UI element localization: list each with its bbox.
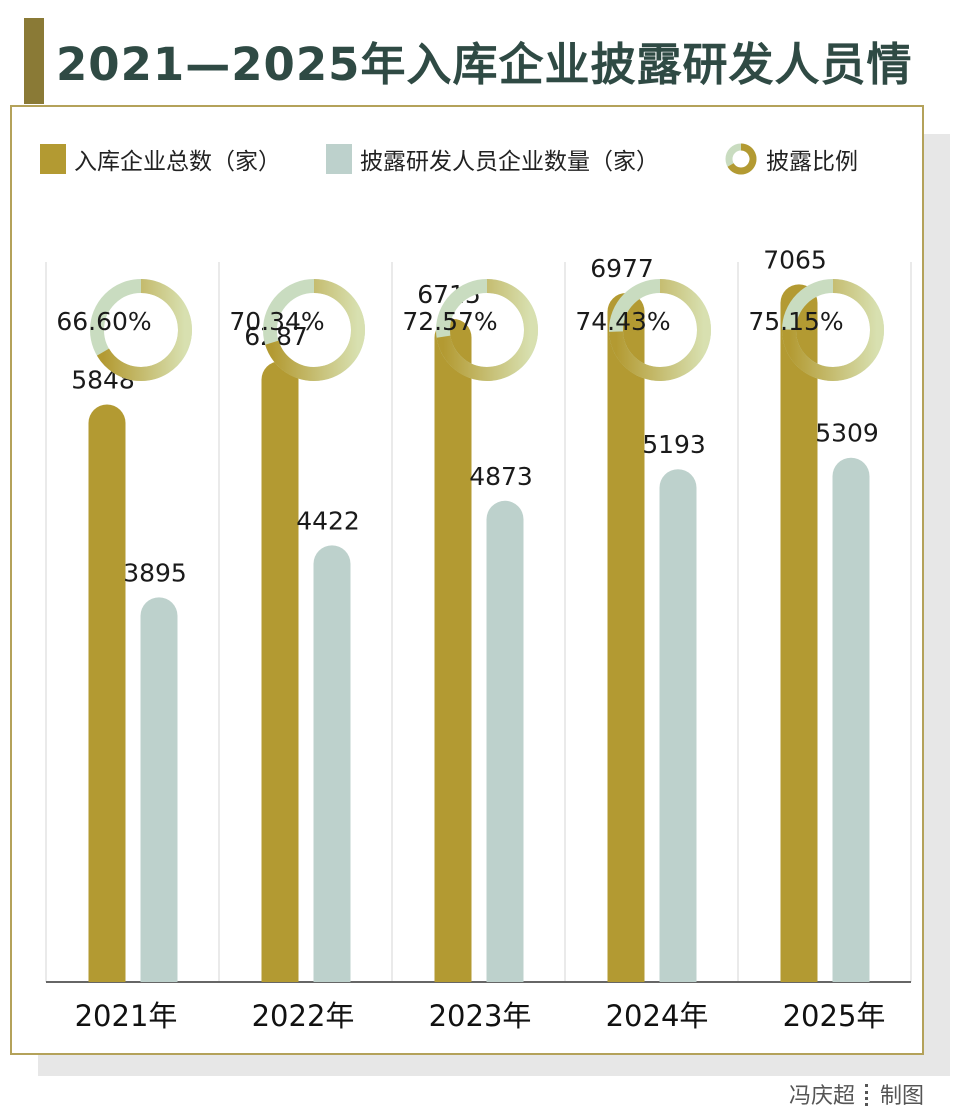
legend: 入库企业总数（家） 披露研发人员企业数量（家） 披露比例 <box>40 142 920 186</box>
ratio-label: 70.34% <box>229 307 324 336</box>
legend-swatch-total <box>40 144 66 174</box>
bar-disclosed <box>486 500 524 982</box>
credit-separator <box>864 1084 870 1106</box>
ratio-label: 74.43% <box>575 307 670 336</box>
x-tick-label: 2021年 <box>75 999 178 1033</box>
x-tick-label: 2022年 <box>252 999 355 1033</box>
bar-total <box>88 404 126 982</box>
ring-arc <box>782 279 884 381</box>
data-label-total: 6977 <box>590 254 654 283</box>
data-label-disclosed: 3895 <box>123 558 187 587</box>
bar-disclosed <box>140 597 178 982</box>
bar-disclosed <box>313 545 351 982</box>
x-tick-label: 2023年 <box>429 999 532 1033</box>
ring-arc <box>265 279 365 381</box>
title-accent-bar <box>24 18 44 104</box>
legend-item-disclosed: 披露研发人员企业数量（家） <box>326 142 659 176</box>
ratio-label: 72.57% <box>402 307 497 336</box>
ring-arc <box>609 279 711 381</box>
data-label-total: 7065 <box>763 245 827 274</box>
legend-item-total: 入库企业总数（家） <box>40 142 281 176</box>
legend-swatch-disclosed <box>326 144 352 174</box>
legend-label-disclosed: 披露研发人员企业数量（家） <box>360 149 659 175</box>
bar-total <box>261 361 299 982</box>
x-tick-label: 2025年 <box>783 999 886 1033</box>
ratio-label: 75.15% <box>748 307 843 336</box>
credit-author: 冯庆超 <box>788 1084 855 1109</box>
x-tick-label: 2024年 <box>606 999 709 1033</box>
data-label-disclosed: 5309 <box>815 419 879 448</box>
legend-item-ratio: 披露比例 <box>724 142 858 176</box>
data-label-disclosed: 5193 <box>642 430 706 459</box>
bar-total <box>607 293 645 982</box>
bar-disclosed <box>832 457 870 982</box>
ratio-label: 66.60% <box>56 307 151 336</box>
legend-label-total: 入库企业总数（家） <box>74 149 281 175</box>
ring-arc <box>436 279 538 381</box>
legend-label-ratio: 披露比例 <box>766 149 858 175</box>
chart-title: 2021—2025年入库企业披露研发人员情 <box>56 38 913 91</box>
data-label-disclosed: 4422 <box>296 506 360 535</box>
data-label-disclosed: 4873 <box>469 462 533 491</box>
bar-total <box>434 318 472 982</box>
credit-line: 冯庆超 制图 <box>789 1078 924 1110</box>
bar-total <box>780 284 818 982</box>
credit-role: 制图 <box>879 1084 924 1109</box>
bar-disclosed <box>659 469 697 982</box>
ring-arc <box>96 279 192 381</box>
donut-icon <box>725 143 757 175</box>
